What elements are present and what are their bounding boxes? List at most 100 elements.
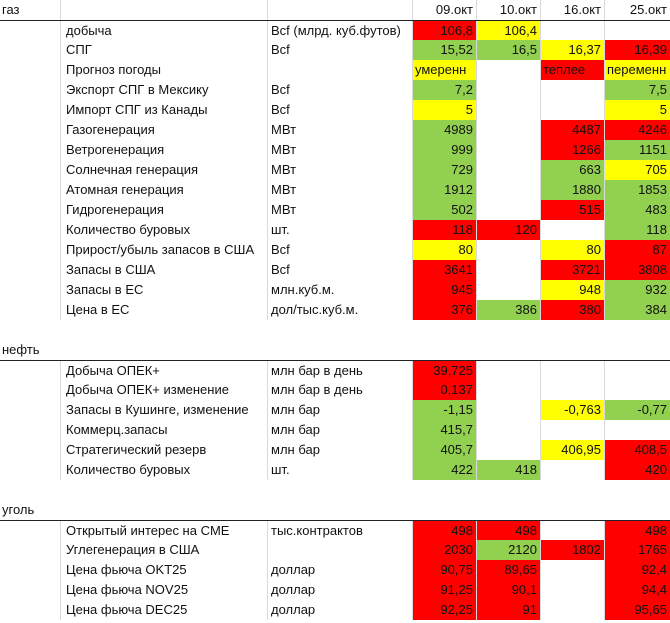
row-spacer-cell[interactable] bbox=[0, 160, 60, 180]
row-spacer-cell[interactable] bbox=[0, 400, 60, 420]
value-cell[interactable]: 1802 bbox=[540, 540, 604, 560]
value-cell[interactable]: 91 bbox=[476, 600, 540, 620]
row-spacer-cell[interactable] bbox=[0, 580, 60, 600]
value-cell[interactable]: 1151 bbox=[604, 140, 670, 160]
row-spacer-cell[interactable] bbox=[0, 521, 60, 541]
section-title-gas[interactable]: газ bbox=[2, 2, 20, 17]
value-cell[interactable]: 376 bbox=[412, 300, 476, 320]
value-cell[interactable]: 120 bbox=[476, 220, 540, 240]
row-spacer-cell[interactable] bbox=[0, 361, 60, 381]
value-cell[interactable]: 3721 bbox=[540, 260, 604, 280]
value-cell[interactable]: -0,763 bbox=[540, 400, 604, 420]
value-cell[interactable] bbox=[476, 361, 540, 381]
header-date[interactable]: 25.окт bbox=[604, 0, 670, 20]
value-cell[interactable]: 932 bbox=[604, 280, 670, 300]
value-cell[interactable] bbox=[476, 80, 540, 100]
value-cell[interactable] bbox=[540, 220, 604, 240]
indicator-name[interactable]: Ветрогенерация bbox=[60, 140, 267, 160]
unit-cell[interactable] bbox=[267, 60, 412, 80]
value-cell[interactable]: 498 bbox=[412, 521, 476, 541]
unit-cell[interactable]: млн бар bbox=[267, 420, 412, 440]
value-cell[interactable]: 408,5 bbox=[604, 440, 670, 460]
unit-cell[interactable]: Bcf bbox=[267, 260, 412, 280]
indicator-name[interactable]: СПГ bbox=[60, 40, 267, 60]
value-cell[interactable]: 498 bbox=[476, 521, 540, 541]
unit-cell[interactable]: МВт bbox=[267, 200, 412, 220]
value-cell[interactable]: 7,2 bbox=[412, 80, 476, 100]
value-cell[interactable] bbox=[476, 240, 540, 260]
value-cell[interactable]: 502 bbox=[412, 200, 476, 220]
indicator-name[interactable]: Экспорт СПГ в Мексику bbox=[60, 80, 267, 100]
value-cell[interactable]: 4246 bbox=[604, 120, 670, 140]
row-spacer-cell[interactable] bbox=[0, 120, 60, 140]
unit-cell[interactable]: МВт bbox=[267, 140, 412, 160]
indicator-name[interactable]: Атомная генерация bbox=[60, 180, 267, 200]
value-cell[interactable]: переменн bbox=[604, 60, 670, 80]
row-spacer-cell[interactable] bbox=[0, 440, 60, 460]
indicator-name[interactable]: Количество буровых bbox=[60, 220, 267, 240]
unit-cell[interactable]: шт. bbox=[267, 460, 412, 480]
value-cell[interactable]: 422 bbox=[412, 460, 476, 480]
value-cell[interactable] bbox=[476, 60, 540, 80]
indicator-name[interactable]: Стратегический резерв bbox=[60, 440, 267, 460]
unit-cell[interactable]: Bcf bbox=[267, 80, 412, 100]
header-date[interactable]: 16.окт bbox=[540, 0, 604, 20]
value-cell[interactable] bbox=[476, 280, 540, 300]
unit-cell[interactable]: МВт bbox=[267, 180, 412, 200]
value-cell[interactable] bbox=[540, 80, 604, 100]
row-spacer-cell[interactable] bbox=[0, 300, 60, 320]
value-cell[interactable]: 92,25 bbox=[412, 600, 476, 620]
value-cell[interactable]: 415,7 bbox=[412, 420, 476, 440]
value-cell[interactable] bbox=[476, 260, 540, 280]
value-cell[interactable]: 106,8 bbox=[412, 21, 476, 41]
value-cell[interactable]: 91,25 bbox=[412, 580, 476, 600]
value-cell[interactable]: 999 bbox=[412, 140, 476, 160]
value-cell[interactable] bbox=[476, 420, 540, 440]
value-cell[interactable]: -1,15 bbox=[412, 400, 476, 420]
value-cell[interactable]: 3808 bbox=[604, 260, 670, 280]
row-spacer-cell[interactable] bbox=[0, 40, 60, 60]
value-cell[interactable]: 380 bbox=[540, 300, 604, 320]
row-spacer-cell[interactable] bbox=[0, 600, 60, 620]
indicator-name[interactable]: Цена фьюча NOV25 bbox=[60, 580, 267, 600]
value-cell[interactable] bbox=[476, 180, 540, 200]
indicator-name[interactable]: Цена фьюча DEC25 bbox=[60, 600, 267, 620]
indicator-name[interactable]: Добыча ОПЕК+ bbox=[60, 361, 267, 381]
indicator-name[interactable]: добыча bbox=[60, 21, 267, 41]
indicator-name[interactable]: Открытый интерес на CME bbox=[60, 521, 267, 541]
indicator-name[interactable]: Цена в ЕС bbox=[60, 300, 267, 320]
indicator-name[interactable]: Количество буровых bbox=[60, 460, 267, 480]
indicator-name[interactable]: Импорт СПГ из Канады bbox=[60, 100, 267, 120]
header-cell-empty[interactable] bbox=[267, 0, 412, 20]
row-spacer-cell[interactable] bbox=[0, 200, 60, 220]
value-cell[interactable]: 5 bbox=[604, 100, 670, 120]
unit-cell[interactable]: Bcf (млрд. куб.футов) bbox=[267, 21, 412, 41]
unit-cell[interactable]: шт. bbox=[267, 220, 412, 240]
indicator-name[interactable]: Углегенерация в США bbox=[60, 540, 267, 560]
value-cell[interactable]: 92,4 bbox=[604, 560, 670, 580]
unit-cell[interactable]: млн бар bbox=[267, 400, 412, 420]
row-spacer-cell[interactable] bbox=[0, 380, 60, 400]
value-cell[interactable]: 384 bbox=[604, 300, 670, 320]
unit-cell[interactable]: млн бар bbox=[267, 440, 412, 460]
indicator-name[interactable]: Прирост/убыль запасов в США bbox=[60, 240, 267, 260]
unit-cell[interactable]: млн бар в день bbox=[267, 361, 412, 381]
value-cell[interactable] bbox=[476, 440, 540, 460]
value-cell[interactable]: 948 bbox=[540, 280, 604, 300]
header-cell-empty[interactable] bbox=[60, 0, 267, 20]
unit-cell[interactable]: доллар bbox=[267, 600, 412, 620]
value-cell[interactable]: 80 bbox=[540, 240, 604, 260]
value-cell[interactable] bbox=[540, 420, 604, 440]
value-cell[interactable]: 498 bbox=[604, 521, 670, 541]
indicator-name[interactable]: Запасы в Кушинге, изменение bbox=[60, 400, 267, 420]
value-cell[interactable] bbox=[476, 200, 540, 220]
value-cell[interactable]: 7,5 bbox=[604, 80, 670, 100]
unit-cell[interactable]: млн.куб.м. bbox=[267, 280, 412, 300]
row-spacer-cell[interactable] bbox=[0, 460, 60, 480]
indicator-name[interactable]: Коммерц.запасы bbox=[60, 420, 267, 440]
row-spacer-cell[interactable] bbox=[0, 420, 60, 440]
value-cell[interactable]: 1765 bbox=[604, 540, 670, 560]
value-cell[interactable]: 515 bbox=[540, 200, 604, 220]
row-spacer-cell[interactable] bbox=[0, 100, 60, 120]
unit-cell[interactable]: Bcf bbox=[267, 100, 412, 120]
